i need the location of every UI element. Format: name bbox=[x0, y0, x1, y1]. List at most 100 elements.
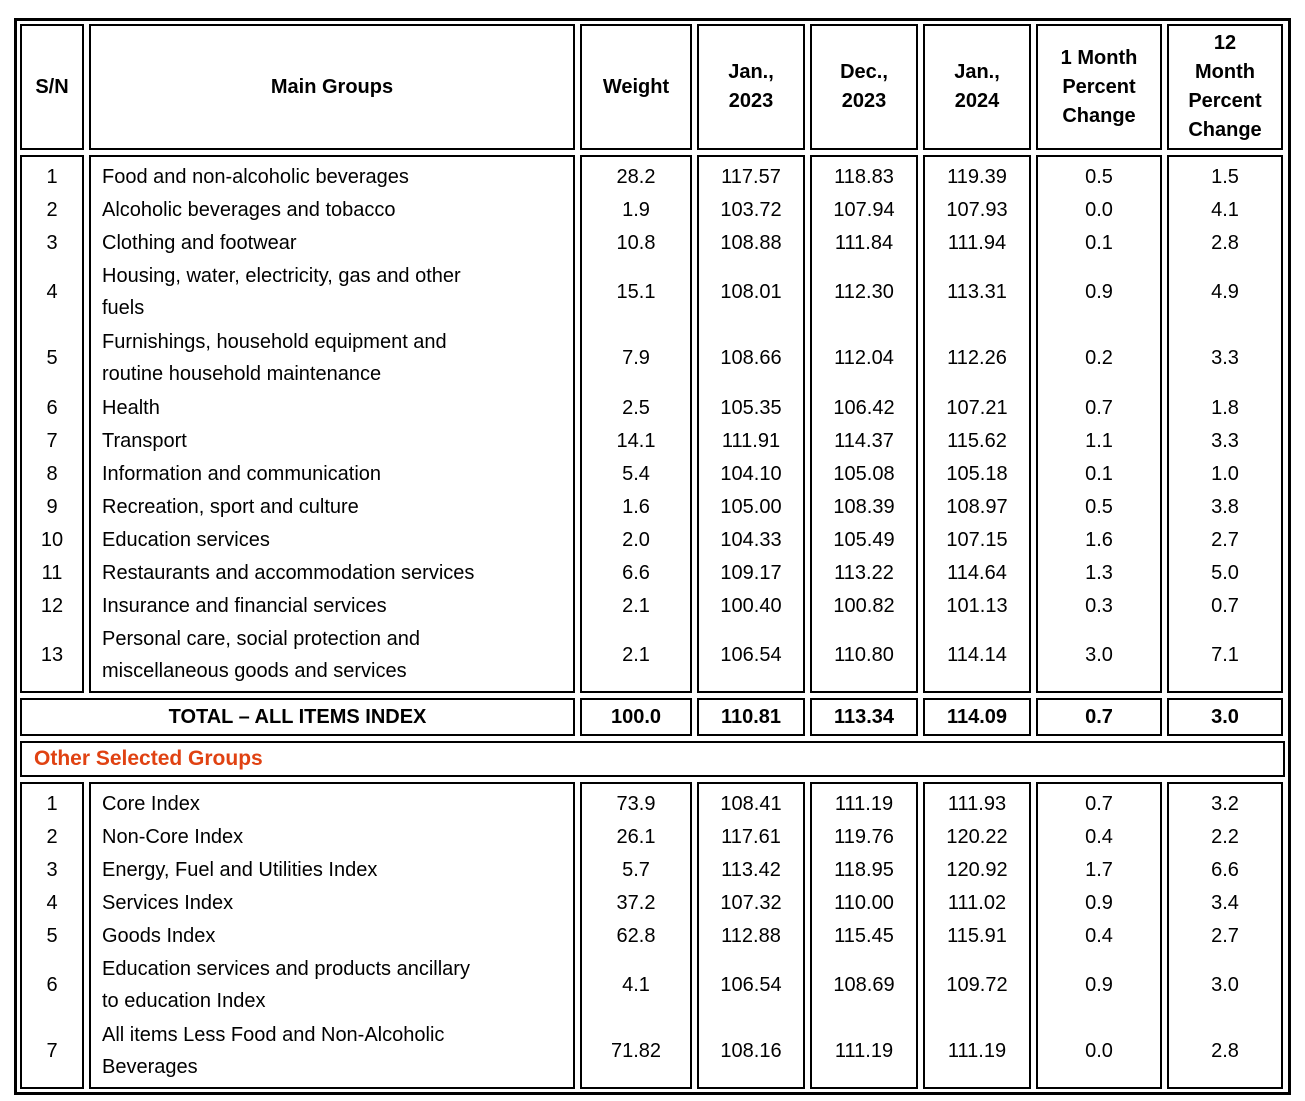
row-number: 13 bbox=[40, 644, 64, 666]
cell-twelve_month: 7.1 bbox=[1211, 644, 1239, 666]
column-twelve_month: 1.5 4.1 2.8 4.9 3.3 1.8 3.3 1.0 3.8 2.7 5.0 0.7 7.1 bbox=[1167, 155, 1283, 693]
cell-dec_2023: 100.82 bbox=[833, 594, 895, 617]
column-header-12-month-pct: 12 Month Percent Change bbox=[1167, 24, 1283, 150]
cell-jan_2024: 107.15 bbox=[946, 528, 1008, 551]
cell-one_month: 0.5 bbox=[1085, 495, 1113, 518]
cell-jan_2024: 120.92 bbox=[946, 858, 1008, 881]
row-number: 12 bbox=[40, 594, 64, 617]
row-label: Recreation, sport and culture bbox=[102, 495, 359, 518]
cell-weight: 2.0 bbox=[622, 528, 650, 551]
column-jan_2024: 119.39 107.93 111.94 113.31 112.26 107.21 115.… bbox=[923, 155, 1031, 693]
cell-jan_2024: 111.93 bbox=[947, 792, 1007, 815]
cell-jan_2023: 112.88 bbox=[721, 924, 781, 947]
row-label: Education services and products ancillar… bbox=[102, 958, 470, 1012]
total-jan-2023: 110.81 bbox=[697, 698, 805, 736]
cell-weight: 6.6 bbox=[622, 561, 650, 584]
column-sn: 1 2 3 4 5 6 7 bbox=[20, 782, 84, 1089]
row-label: Clothing and footwear bbox=[102, 231, 297, 254]
row-label: Personal care, social protection and mis… bbox=[102, 628, 420, 682]
cell-dec_2023: 111.84 bbox=[834, 231, 894, 254]
total-12-month-pct: 3.0 bbox=[1167, 698, 1283, 736]
cell-one_month: 3.0 bbox=[1085, 644, 1113, 666]
cell-dec_2023: 111.19 bbox=[834, 792, 894, 815]
total-jan-2024: 114.09 bbox=[923, 698, 1031, 736]
column-twelve_month: 3.2 2.2 6.6 3.4 2.7 3.0 2.8 bbox=[1167, 782, 1283, 1089]
cell-weight: 26.1 bbox=[616, 825, 656, 848]
cell-one_month: 0.1 bbox=[1085, 462, 1113, 485]
cell-jan_2024: 107.21 bbox=[946, 396, 1008, 419]
column-header-sn: S/N bbox=[20, 24, 84, 150]
row-number: 3 bbox=[46, 231, 58, 254]
cell-dec_2023: 107.94 bbox=[833, 198, 895, 221]
cell-weight: 14.1 bbox=[616, 429, 656, 452]
cell-jan_2024: 114.64 bbox=[947, 561, 1007, 584]
cell-twelve_month: 6.6 bbox=[1211, 858, 1239, 881]
cell-jan_2024: 111.94 bbox=[947, 231, 1007, 254]
cell-jan_2024: 115.91 bbox=[947, 924, 1007, 947]
cell-jan_2023: 107.32 bbox=[720, 891, 782, 914]
cell-jan_2023: 106.54 bbox=[720, 974, 782, 996]
cell-twelve_month: 2.7 bbox=[1211, 528, 1239, 551]
cell-twelve_month: 1.5 bbox=[1211, 165, 1239, 188]
other-selected-groups-header: Other Selected Groups bbox=[20, 741, 1285, 777]
total-dec-2023: 113.34 bbox=[810, 698, 918, 736]
cell-jan_2024: 114.14 bbox=[947, 644, 1007, 666]
column-jan_2024: 111.93 120.22 120.92 111.02 115.91 109.72 111.… bbox=[923, 782, 1031, 1089]
cell-twelve_month: 5.0 bbox=[1211, 561, 1239, 584]
cell-jan_2023: 104.10 bbox=[720, 462, 782, 485]
column-header-jan-2024: Jan., 2024 bbox=[923, 24, 1031, 150]
cell-jan_2023: 117.61 bbox=[721, 825, 781, 848]
cell-dec_2023: 118.95 bbox=[834, 858, 894, 881]
row-number: 11 bbox=[41, 561, 63, 584]
row-number: 5 bbox=[46, 924, 58, 947]
cell-weight: 4.1 bbox=[622, 974, 650, 996]
cell-jan_2023: 105.00 bbox=[720, 495, 782, 518]
cell-jan_2023: 111.91 bbox=[721, 429, 781, 452]
cell-twelve_month: 2.8 bbox=[1211, 1040, 1239, 1062]
cell-one_month: 0.7 bbox=[1085, 792, 1113, 815]
column-one_month: 0.5 0.0 0.1 0.9 0.2 0.7 1.1 0.1 0.5 1.6 1.3 0.3 3.0 bbox=[1036, 155, 1162, 693]
cell-dec_2023: 112.04 bbox=[834, 347, 894, 369]
cell-twelve_month: 3.2 bbox=[1211, 792, 1239, 815]
cell-one_month: 0.5 bbox=[1085, 165, 1113, 188]
cell-weight: 10.8 bbox=[616, 231, 656, 254]
cell-jan_2024: 111.02 bbox=[947, 891, 1007, 914]
cell-weight: 7.9 bbox=[622, 347, 650, 369]
cell-jan_2024: 120.22 bbox=[946, 825, 1008, 848]
cell-dec_2023: 108.69 bbox=[833, 974, 895, 996]
cell-weight: 1.9 bbox=[622, 198, 650, 221]
cell-dec_2023: 115.45 bbox=[834, 924, 894, 947]
cell-one_month: 0.0 bbox=[1085, 1040, 1113, 1062]
total-row-label: TOTAL – ALL ITEMS INDEX bbox=[20, 698, 575, 736]
row-label: Alcoholic beverages and tobacco bbox=[102, 198, 396, 221]
row-number: 10 bbox=[40, 528, 64, 551]
column-weight: 28.2 1.9 10.8 15.1 7.9 2.5 14.1 5.4 1.6 2.0 6.6 2.1… bbox=[580, 155, 692, 693]
cell-jan_2024: 105.18 bbox=[946, 462, 1008, 485]
cell-jan_2023: 109.17 bbox=[720, 561, 782, 584]
cell-dec_2023: 110.80 bbox=[834, 644, 894, 666]
cell-twelve_month: 2.8 bbox=[1211, 231, 1239, 254]
row-label: Transport bbox=[102, 429, 187, 452]
cell-one_month: 0.9 bbox=[1085, 891, 1113, 914]
row-number: 2 bbox=[46, 198, 58, 221]
cell-one_month: 0.2 bbox=[1085, 347, 1113, 369]
row-label: Non-Core Index bbox=[102, 825, 244, 848]
other-groups-body: 1 2 3 4 5 6 7 Core Index Non-Core Index Energy, F… bbox=[20, 782, 1285, 1089]
cell-jan_2023: 108.01 bbox=[720, 281, 782, 303]
column-header-1-month-pct: 1 Month Percent Change bbox=[1036, 24, 1162, 150]
cell-dec_2023: 108.39 bbox=[833, 495, 895, 518]
cell-one_month: 0.9 bbox=[1085, 281, 1113, 303]
total-weight: 100.0 bbox=[580, 698, 692, 736]
column-header-weight: Weight bbox=[580, 24, 692, 150]
cell-jan_2023: 108.41 bbox=[720, 792, 782, 815]
row-number: 1 bbox=[46, 792, 58, 815]
cell-weight: 5.4 bbox=[622, 462, 650, 485]
cell-dec_2023: 110.00 bbox=[834, 891, 894, 914]
cell-jan_2024: 115.62 bbox=[947, 429, 1007, 452]
cell-jan_2024: 107.93 bbox=[946, 198, 1008, 221]
cell-dec_2023: 105.49 bbox=[833, 528, 895, 551]
row-label: Services Index bbox=[102, 891, 234, 914]
cell-jan_2023: 100.40 bbox=[720, 594, 782, 617]
cell-jan_2023: 104.33 bbox=[720, 528, 782, 551]
row-label: Insurance and financial services bbox=[102, 594, 387, 617]
